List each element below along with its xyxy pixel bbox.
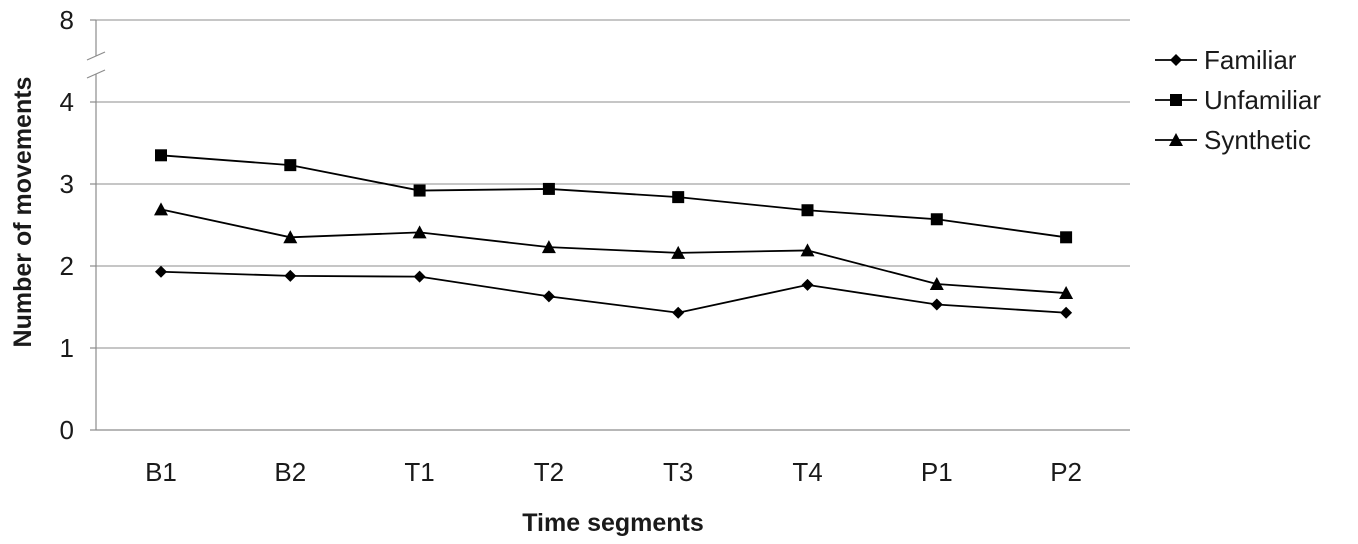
gridlines	[96, 19, 1130, 349]
legend-marker-familiar	[1170, 54, 1182, 66]
legend-label-familiar: Familiar	[1204, 45, 1297, 75]
legend-label-synthetic: Synthetic	[1204, 125, 1311, 155]
point-unfamiliar-P2	[1060, 231, 1073, 244]
x-tick-label-T3: T3	[663, 457, 693, 487]
point-unfamiliar-T4	[801, 204, 814, 217]
y-tick-label-4: 4	[60, 87, 74, 117]
series-line-familiar	[160, 270, 1067, 314]
point-synthetic-T2	[541, 240, 556, 254]
x-tick-label-B1: B1	[145, 457, 177, 487]
series-line-unfamiliar	[160, 154, 1067, 239]
y-tick-label-8: 8	[60, 5, 74, 35]
legend-marker-synthetic	[1169, 133, 1183, 146]
point-familiar-P1	[930, 298, 943, 311]
legend-label-unfamiliar: Unfamiliar	[1204, 85, 1321, 115]
point-familiar-B2	[284, 269, 297, 282]
series-unfamiliar	[155, 149, 1073, 244]
axis-break-mark-upper	[86, 51, 106, 61]
series-familiar	[155, 265, 1073, 319]
x-tick-label-T2: T2	[534, 457, 564, 487]
legend-marker-unfamiliar	[1170, 94, 1182, 106]
x-tick-label-B2: B2	[274, 457, 306, 487]
point-synthetic-B1	[154, 202, 168, 216]
point-familiar-T3	[672, 306, 685, 319]
point-unfamiliar-T2	[542, 182, 555, 195]
point-familiar-T2	[542, 290, 555, 303]
point-synthetic-T1	[412, 225, 427, 239]
point-synthetic-T4	[800, 243, 815, 257]
x-tick-label-T1: T1	[404, 457, 434, 487]
point-familiar-T4	[801, 278, 814, 291]
legend-item-unfamiliar: Unfamiliar	[1155, 85, 1321, 115]
y-tick-label-1: 1	[60, 333, 74, 363]
point-unfamiliar-B1	[155, 149, 167, 162]
legend: Familiar Unfamiliar Synthetic	[1155, 45, 1321, 155]
point-synthetic-P1	[929, 277, 944, 291]
axes: 0 1 2 3 4 8 B1 B2 T1 T2 T3 T4 P1 P2	[60, 5, 1130, 487]
point-familiar-B1	[155, 265, 167, 278]
series-line-synthetic	[160, 208, 1067, 294]
point-unfamiliar-B2	[284, 159, 297, 172]
x-tick-label-P2: P2	[1050, 457, 1082, 487]
y-tick-label-2: 2	[60, 251, 74, 281]
y-tick-label-0: 0	[60, 415, 74, 445]
x-tick-label-P1: P1	[921, 457, 953, 487]
y-axis-title: Number of movements	[9, 77, 37, 348]
point-synthetic-P2	[1059, 286, 1074, 300]
x-tick-label-T4: T4	[792, 457, 822, 487]
point-synthetic-T3	[671, 245, 686, 259]
y-tick-label-3: 3	[60, 169, 74, 199]
legend-item-familiar: Familiar	[1155, 45, 1297, 75]
legend-item-synthetic: Synthetic	[1155, 125, 1311, 155]
series-lines	[154, 149, 1074, 319]
point-synthetic-B2	[283, 230, 298, 244]
point-unfamiliar-T3	[672, 191, 685, 204]
point-unfamiliar-P1	[930, 213, 943, 226]
point-unfamiliar-T1	[413, 184, 426, 197]
point-familiar-T1	[413, 270, 426, 283]
point-familiar-P2	[1060, 306, 1073, 319]
axis-break-mark-lower	[86, 69, 106, 79]
x-axis-title: Time segments	[522, 509, 704, 537]
series-synthetic	[154, 202, 1074, 300]
